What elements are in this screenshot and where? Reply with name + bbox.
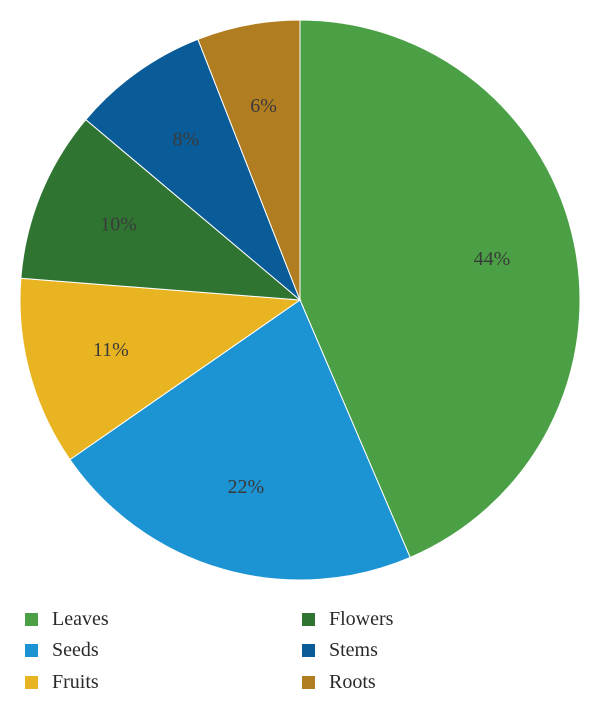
legend-swatch: [25, 643, 38, 657]
legend-item-stems: Stems: [302, 638, 378, 662]
legend-label: Leaves: [52, 607, 109, 630]
pie-label-roots: 6%: [250, 95, 277, 117]
pie-slice-fruits: [19, 277, 302, 461]
pie-slice-leaves: [299, 19, 581, 559]
legend-item-flowers: Flowers: [302, 607, 393, 631]
pie-slice-seeds: [69, 299, 411, 581]
pie-slices: [19, 19, 581, 581]
legend-item-roots: Roots: [302, 670, 376, 694]
pie-chart: 44% 22% 11% 10% 8% 6%: [19, 19, 581, 581]
legend-swatch: [302, 675, 315, 689]
legend-label: Seeds: [52, 638, 99, 661]
legend-swatch: [302, 612, 315, 626]
legend-swatch: [302, 643, 315, 657]
pie-labels: 44% 22% 11% 10% 8% 6%: [93, 95, 510, 498]
legend-swatch: [25, 675, 38, 689]
legend-label: Roots: [329, 670, 376, 693]
legend-label: Fruits: [52, 670, 99, 693]
pie-label-stems: 8%: [172, 128, 199, 150]
pie-label-seeds: 22%: [228, 476, 265, 498]
legend-item-fruits: Fruits: [25, 670, 99, 694]
pie-label-fruits: 11%: [93, 339, 129, 361]
legend-item-seeds: Seeds: [25, 638, 99, 662]
legend-swatch: [25, 612, 38, 626]
legend-item-leaves: Leaves: [25, 607, 109, 631]
legend: Leaves Flowers Seeds Stems Fruits Roots: [0, 600, 600, 710]
pie-slice-stems: [85, 38, 301, 301]
pie-slice-flowers: [20, 118, 302, 301]
pie-label-flowers: 10%: [100, 213, 137, 235]
legend-label: Flowers: [329, 607, 394, 630]
pie-label-leaves: 44%: [474, 248, 511, 270]
pie-slice-roots: [197, 19, 301, 301]
legend-label: Stems: [329, 638, 378, 661]
